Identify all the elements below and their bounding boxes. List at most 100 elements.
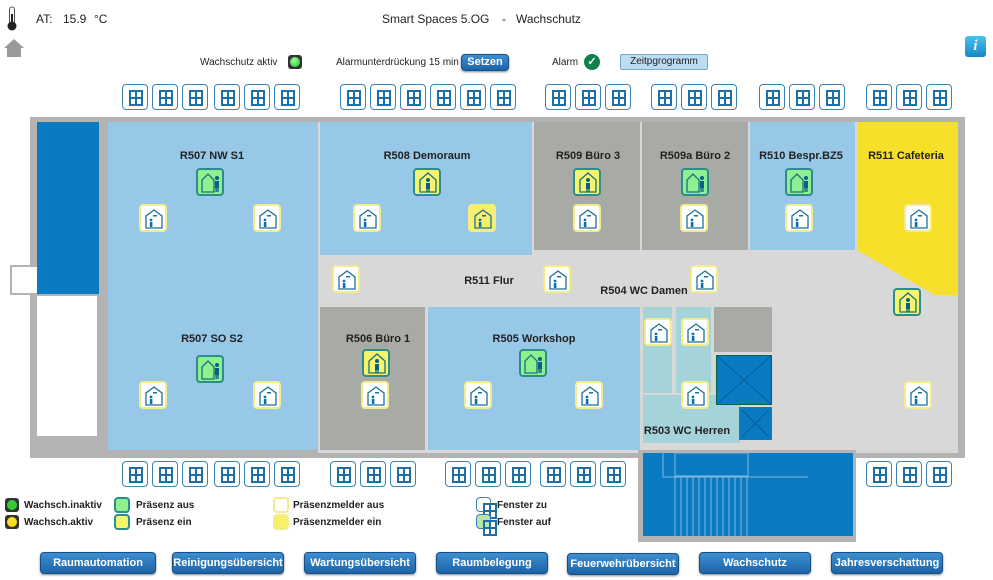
window-closed-icon[interactable] — [360, 461, 386, 487]
presence-r509a-icon[interactable] — [681, 168, 709, 196]
presence-sensor-icon[interactable] — [468, 204, 496, 232]
window-closed-icon[interactable] — [244, 84, 270, 110]
window-closed-icon[interactable] — [819, 84, 845, 110]
window-closed-icon[interactable] — [340, 84, 366, 110]
presence-sensor-icon[interactable] — [573, 204, 601, 232]
presence-sensor-icon[interactable] — [681, 318, 709, 346]
presence-sensor-icon[interactable] — [332, 265, 360, 293]
info-icon[interactable]: i — [965, 36, 986, 57]
nav-reinigungsuebersicht[interactable]: Reinigungsübersicht — [172, 552, 284, 574]
window-closed-icon[interactable] — [214, 84, 240, 110]
window-closed-icon[interactable] — [214, 461, 240, 487]
window-closed-icon[interactable] — [759, 84, 785, 110]
presence-r510-icon[interactable] — [785, 168, 813, 196]
window-closed-icon[interactable] — [370, 84, 396, 110]
window-closed-icon[interactable] — [460, 84, 486, 110]
legend-wachsch-aktiv: Wachsch.aktiv — [24, 517, 94, 528]
window-closed-icon[interactable] — [789, 84, 815, 110]
window-closed-icon[interactable] — [330, 461, 356, 487]
window-closed-icon[interactable] — [182, 84, 208, 110]
legend-melder-ein: Präsenzmelder ein — [293, 517, 382, 528]
page-subtitle: Wachschutz — [516, 12, 581, 26]
window-closed-icon[interactable] — [122, 84, 148, 110]
home-icon[interactable] — [3, 38, 25, 63]
window-closed-icon[interactable] — [274, 84, 300, 110]
presence-sensor-icon[interactable] — [644, 318, 672, 346]
nav-wachschutz[interactable]: Wachschutz — [699, 552, 811, 574]
window-closed-icon[interactable] — [926, 84, 952, 110]
legend-praesenz-ein: Präsenz ein — [136, 517, 192, 528]
window-closed-icon[interactable] — [896, 461, 922, 487]
window-closed-icon[interactable] — [540, 461, 566, 487]
window-closed-icon[interactable] — [926, 461, 952, 487]
window-closed-icon[interactable] — [122, 461, 148, 487]
window-closed-icon[interactable] — [575, 84, 601, 110]
nav-raumbelegung[interactable]: Raumbelegung — [436, 552, 548, 574]
elevator-shaft — [716, 355, 772, 405]
set-button[interactable]: Setzen — [461, 54, 509, 71]
window-closed-icon[interactable] — [400, 84, 426, 110]
legend-presence-off-icon — [114, 497, 130, 513]
legend-wachsch-inaktiv: Wachsch.inaktiv — [24, 500, 102, 511]
presence-sensor-icon[interactable] — [785, 204, 813, 232]
presence-sensor-icon[interactable] — [253, 381, 281, 409]
window-closed-icon[interactable] — [600, 461, 626, 487]
window-closed-icon[interactable] — [505, 461, 531, 487]
window-closed-icon[interactable] — [545, 84, 571, 110]
window-closed-icon[interactable] — [430, 84, 456, 110]
window-closed-icon[interactable] — [866, 84, 892, 110]
room-r505[interactable] — [428, 307, 640, 450]
schedule-button[interactable]: Zeitpgrogramm — [620, 54, 708, 70]
presence-sensor-icon[interactable] — [681, 381, 709, 409]
nav-raumautomation[interactable]: Raumautomation — [40, 552, 156, 574]
window-closed-icon[interactable] — [390, 461, 416, 487]
presence-sensor-icon[interactable] — [464, 381, 492, 409]
window-closed-icon[interactable] — [711, 84, 737, 110]
window-closed-icon[interactable] — [570, 461, 596, 487]
legend-sensor-on-icon — [273, 514, 289, 530]
presence-r509-icon[interactable] — [573, 168, 601, 196]
presence-sensor-icon[interactable] — [253, 204, 281, 232]
presence-sensor-icon[interactable] — [543, 265, 571, 293]
presence-sensor-icon[interactable] — [575, 381, 603, 409]
presence-r506-icon[interactable] — [362, 349, 390, 377]
window-closed-icon[interactable] — [651, 84, 677, 110]
room-label-r507-so: R507 SO S2 — [181, 333, 243, 345]
presence-sensor-icon[interactable] — [680, 204, 708, 232]
window-closed-icon[interactable] — [866, 461, 892, 487]
window-closed-icon[interactable] — [445, 461, 471, 487]
presence-sensor-icon[interactable] — [139, 381, 167, 409]
temperature-unit: °C — [94, 12, 108, 26]
presence-r505-icon[interactable] — [519, 349, 547, 377]
alarm-label: Alarm — [552, 57, 579, 68]
room-r506[interactable] — [320, 307, 425, 450]
window-closed-icon[interactable] — [152, 84, 178, 110]
window-closed-icon[interactable] — [490, 84, 516, 110]
alarm-ok-icon: ✓ — [584, 54, 600, 70]
window-closed-icon[interactable] — [274, 461, 300, 487]
window-closed-icon[interactable] — [182, 461, 208, 487]
presence-sensor-icon[interactable] — [904, 381, 932, 409]
presence-sensor-icon[interactable] — [904, 204, 932, 232]
presence-r507so-icon[interactable] — [196, 355, 224, 383]
window-closed-icon[interactable] — [896, 84, 922, 110]
presence-sensor-icon[interactable] — [353, 204, 381, 232]
window-closed-icon[interactable] — [475, 461, 501, 487]
presence-r511f-icon[interactable] — [893, 288, 921, 316]
window-closed-icon[interactable] — [244, 461, 270, 487]
presence-sensor-icon[interactable] — [361, 381, 389, 409]
presence-sensor-icon[interactable] — [690, 265, 718, 293]
nav-wartungsuebersicht[interactable]: Wartungsübersicht — [304, 552, 416, 574]
presence-r507nw-icon[interactable] — [196, 168, 224, 196]
window-closed-icon[interactable] — [605, 84, 631, 110]
nav-jahresverschattung[interactable]: Jahresverschattung — [831, 552, 943, 574]
presence-sensor-icon[interactable] — [139, 204, 167, 232]
room-label-r511-flur: R511 Flur — [464, 275, 514, 287]
presence-r508-icon[interactable] — [413, 168, 441, 196]
room-label-r511-cafeteria: R511 Cafeteria — [868, 150, 944, 162]
title-separator: - — [502, 12, 506, 26]
window-closed-icon[interactable] — [681, 84, 707, 110]
nav-feuerwehruebersicht[interactable]: Feuerwehrübersicht — [567, 553, 679, 575]
room-label-r505: R505 Workshop — [492, 333, 576, 345]
window-closed-icon[interactable] — [152, 461, 178, 487]
